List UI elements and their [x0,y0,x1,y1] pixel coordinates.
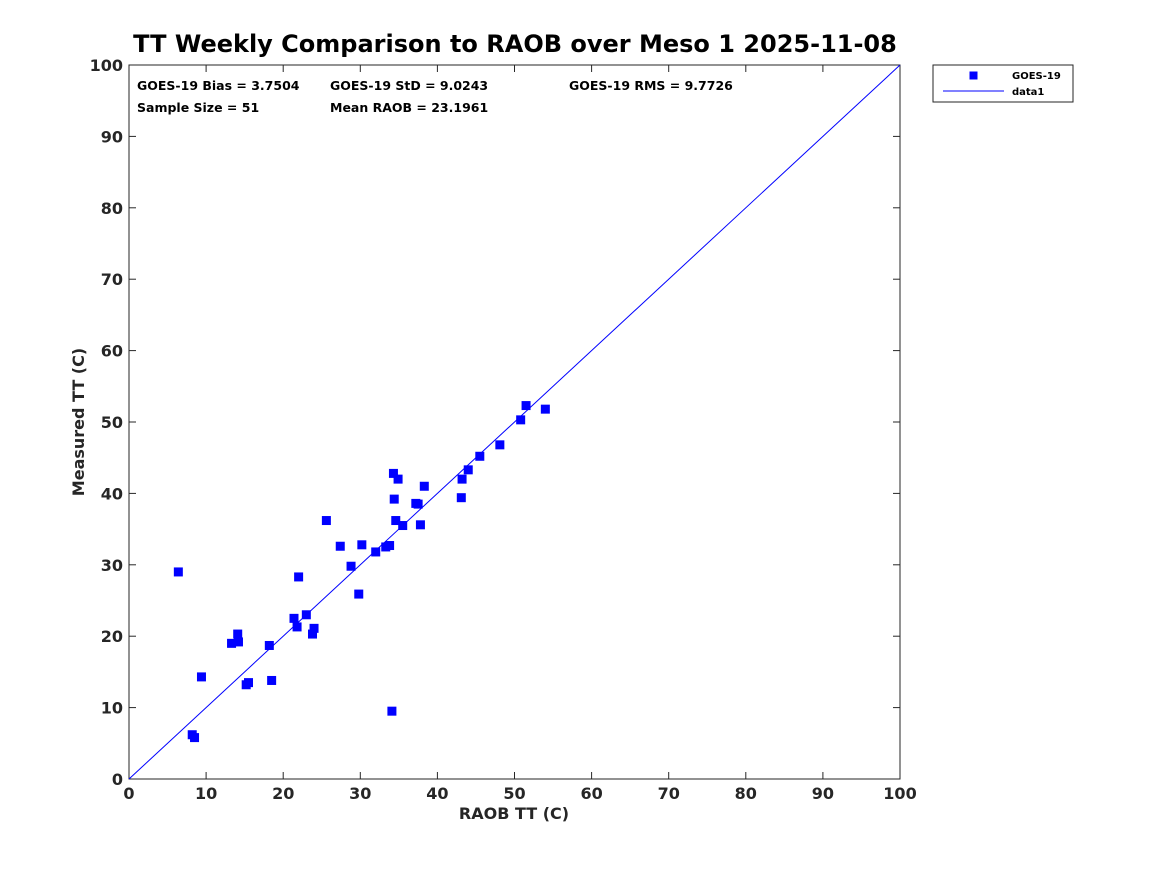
x-tick-label: 60 [580,784,602,803]
x-tick-label: 30 [349,784,371,803]
x-tick-label: 100 [883,784,916,803]
data-point [385,541,395,551]
x-axis-label: RAOB TT (C) [459,804,569,823]
data-point [389,494,399,504]
data-point [354,589,364,599]
legend-label-goes19: GOES-19 [1012,71,1061,82]
stat-rms: GOES-19 RMS = 9.7726 [569,78,733,93]
y-tick-label: 80 [101,199,123,218]
data-point [391,516,401,526]
data-point [371,547,381,557]
x-axis: 0 10 20 30 40 50 60 70 80 90 100 [123,65,917,803]
x-tick-label: 90 [812,784,834,803]
data-point [233,637,243,647]
x-tick-label: 40 [426,784,448,803]
legend-label-data1: data1 [1012,87,1044,98]
data-point [173,567,183,577]
y-tick-label: 100 [90,56,123,75]
x-tick-label: 70 [658,784,680,803]
data-point [540,404,550,414]
stat-std: GOES-19 StD = 9.0243 [330,78,488,93]
chart-title: TT Weekly Comparison to RAOB over Meso 1… [133,30,897,58]
stat-bias: GOES-19 Bias = 3.7504 [137,78,300,93]
data-point [289,613,299,623]
data-point [190,733,200,743]
y-tick-label: 30 [101,556,123,575]
y-tick-label: 70 [101,270,123,289]
data-point [227,638,237,648]
data-point [516,415,526,425]
x-tick-label: 50 [503,784,525,803]
data-point [321,516,331,526]
y-tick-label: 40 [101,484,123,503]
data-point [301,610,311,620]
data-point [398,521,408,531]
x-tick-label: 80 [735,784,757,803]
data-point [457,474,467,484]
y-tick-label: 0 [112,770,123,789]
legend-box [932,64,1074,103]
series-markers-goes19 [173,401,550,743]
data-point [357,540,367,550]
y-tick-label: 20 [101,627,123,646]
data-point [264,640,274,650]
data-point [335,541,345,551]
data-point [244,678,254,688]
legend: GOES-19 data1 [932,64,1074,103]
y-tick-label: 50 [101,413,123,432]
data-point [292,622,302,632]
data-point [393,474,403,484]
data-point [307,629,317,639]
data-point [463,465,473,475]
data-point [387,706,397,716]
data-point [495,440,505,450]
data-point [521,401,531,411]
data-point [309,623,319,633]
data-point [413,499,423,509]
data-point [196,672,206,682]
data-point [346,561,356,571]
legend-marker-goes19 [969,71,978,80]
x-tick-label: 20 [272,784,294,803]
stat-sample-size: Sample Size = 51 [137,100,259,115]
data-point [388,468,398,478]
x-tick-label: 0 [123,784,134,803]
y-axis-label: Measured TT (C) [69,348,88,496]
data-point [475,451,485,461]
y-axis: 0 10 20 30 40 50 60 70 80 90 100 [90,56,900,789]
data-point [267,675,277,685]
data-point [233,629,243,639]
stat-mean-raob: Mean RAOB = 23.1961 [330,100,488,115]
data-point [419,481,429,491]
data-point [415,520,425,530]
y-tick-label: 90 [101,127,123,146]
data-point [294,572,304,582]
series-line-data1 [128,64,901,780]
y-tick-label: 10 [101,699,123,718]
data-point [456,493,466,503]
y-tick-label: 60 [101,342,123,361]
x-tick-label: 10 [195,784,217,803]
